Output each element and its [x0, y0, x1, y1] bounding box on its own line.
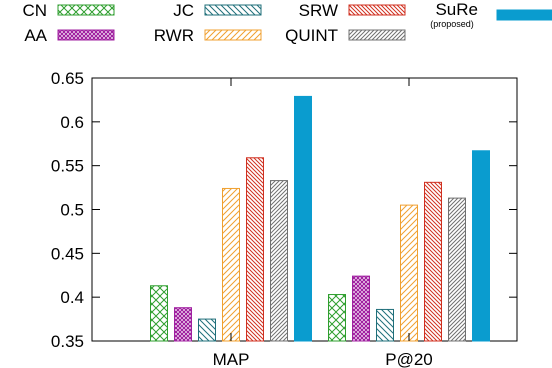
bar-quint-p-20 — [448, 197, 466, 342]
legend-item-sure: SuRe(proposed) — [430, 0, 552, 29]
legend-item-aa: AA — [24, 26, 115, 45]
legend-label: SuRe — [435, 0, 478, 19]
bar-cn-map — [150, 285, 168, 342]
y-tick-label: 0.4 — [60, 288, 84, 307]
bar-cn-p-20 — [328, 294, 346, 342]
legend-label: RWR — [154, 26, 194, 45]
bar-rwr-map — [222, 187, 240, 342]
y-tick-label: 0.35 — [51, 332, 84, 351]
legend-swatch — [204, 29, 262, 41]
legend: CN AA JC RWR SRW QUINT SuRe(proposed) — [22, 0, 552, 45]
y-tick-label: 0.5 — [60, 201, 84, 220]
bar-sure-map — [294, 95, 312, 342]
bar-srw-map — [246, 157, 264, 342]
legend-swatch — [348, 29, 406, 41]
y-tick-label: 0.65 — [51, 69, 84, 88]
legend-swatch — [204, 4, 262, 16]
legend-item-srw: SRW — [299, 1, 406, 20]
x-axis: MAP P@20 — [213, 78, 433, 368]
x-category-label: P@20 — [385, 350, 433, 368]
legend-label: QUINT — [285, 26, 338, 45]
legend-item-cn: CN — [22, 1, 115, 20]
bar-rwr-p-20 — [400, 204, 418, 342]
bar-aa-map — [174, 307, 192, 342]
legend-sublabel: (proposed) — [430, 19, 474, 29]
legend-swatch — [57, 4, 115, 16]
legend-item-quint: QUINT — [285, 26, 406, 45]
legend-swatch — [57, 29, 115, 41]
y-tick-label: 0.6 — [60, 113, 84, 132]
bar-aa-p-20 — [352, 275, 370, 342]
legend-item-rwr: RWR — [154, 26, 262, 45]
y-tick-label: 0.55 — [51, 157, 84, 176]
legend-label: JC — [173, 1, 194, 20]
bar-quint-map — [270, 180, 288, 342]
legend-swatch — [496, 9, 552, 21]
bar-jc-p-20 — [376, 308, 394, 342]
legend-label: SRW — [299, 1, 338, 20]
y-tick-label: 0.45 — [51, 244, 84, 263]
bar-jc-map — [198, 318, 216, 342]
x-category-label: MAP — [213, 350, 250, 368]
bar-sure-p-20 — [472, 150, 490, 342]
bar-srw-p-20 — [424, 181, 442, 342]
legend-item-jc: JC — [173, 1, 262, 20]
bars-group — [150, 95, 490, 342]
legend-swatch — [348, 4, 406, 16]
legend-label: CN — [22, 1, 47, 20]
legend-label: AA — [24, 26, 47, 45]
y-axis: 0.35 0.4 0.45 0.5 0.55 0.6 0.65 — [51, 69, 517, 351]
